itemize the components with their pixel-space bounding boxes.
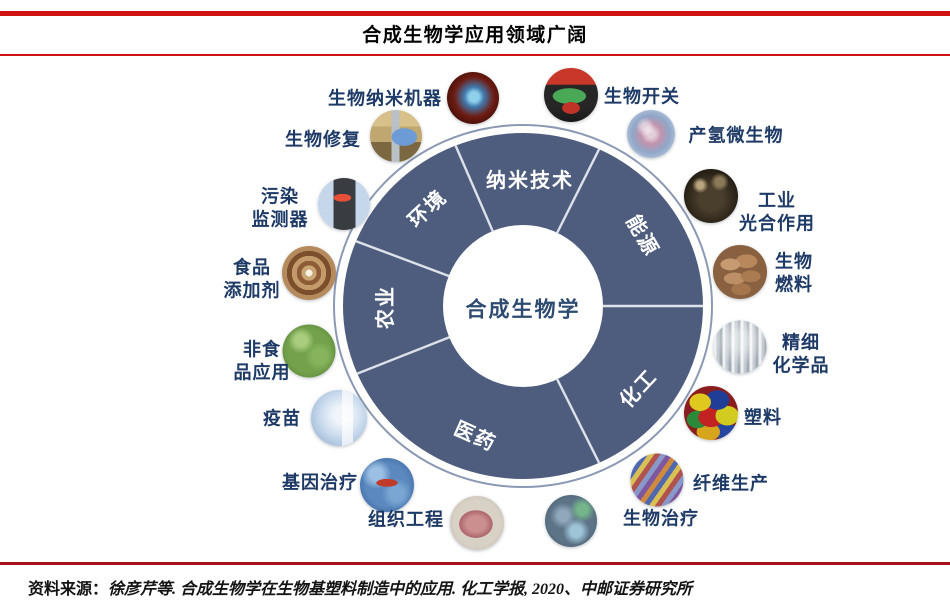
app-label-vaccine: 疫苗: [263, 408, 301, 429]
biotherapy-icon: [545, 495, 597, 547]
app-label-plastics: 塑料: [744, 407, 782, 428]
app-label-non-food-applications: 非食 品应用: [233, 339, 291, 383]
divider-med-agri: [356, 336, 450, 375]
sector-label-nanotech: 纳米技术: [486, 168, 574, 192]
sector-dividers: [355, 145, 703, 464]
app-label-tissue-engineering: 组织工程: [368, 509, 444, 530]
non-food-applications-icon: [282, 324, 336, 378]
donut-hole: [443, 225, 603, 387]
pollution-monitor-icon: [318, 178, 370, 230]
app-label-industrial-photosynthesis: 工业 光合作用: [739, 190, 815, 234]
app-label-pollution-monitor: 污染 监测器: [251, 186, 309, 230]
biofuel-icon: [713, 245, 767, 299]
source-line: 资料来源：徐彦芹等. 合成生物学在生物基塑料制造中的应用. 化工学报, 2020…: [28, 575, 692, 599]
app-label-fine-chemicals: 精细 化学品: [772, 332, 830, 376]
app-label-biofuel: 生物 燃料: [775, 251, 813, 295]
bottom-rule: [0, 562, 950, 565]
divider-chem-med: [555, 377, 601, 464]
source-citation: 徐彦芹等. 合成生物学在生物基塑料制造中的应用. 化工学报, 2020、中邮证券…: [108, 581, 693, 598]
donut-center-label: 合成生物学: [466, 298, 581, 322]
hydrogen-microbe-icon: [627, 110, 675, 158]
gene-therapy-icon: [360, 458, 414, 512]
plastics-icon: [684, 386, 738, 440]
industrial-photosynthesis-icon: [684, 169, 738, 223]
app-label-bio-nanomachine: 生物纳米机器: [328, 88, 442, 109]
vaccine-icon: [311, 390, 367, 446]
bio-nanomachine-icon: [447, 72, 499, 124]
app-label-bio-switch: 生物开关: [604, 86, 680, 107]
food-additives-icon: [282, 246, 336, 300]
divider-nano-energy: [555, 148, 601, 235]
source-prefix: 资料来源：: [28, 581, 109, 598]
bioremediation-icon: [370, 110, 422, 162]
fine-chemicals-icon: [713, 320, 767, 374]
title-underline-rule: [0, 54, 950, 56]
fiber-production-icon: [630, 453, 684, 507]
app-label-bioremediation: 生物修复: [285, 129, 361, 150]
tissue-engineering-icon: [450, 496, 504, 550]
app-label-biotherapy: 生物治疗: [623, 508, 699, 529]
outer-ring-outline: [333, 124, 713, 488]
top-rule: [0, 11, 950, 16]
figure-title: 合成生物学应用领域广阔: [362, 25, 588, 46]
app-label-food-additives: 食品 添加剂: [223, 257, 281, 301]
app-label-gene-therapy: 基因治疗: [282, 472, 358, 493]
divider-agri-env: [355, 240, 450, 278]
app-label-hydrogen-microbe: 产氢微生物: [688, 125, 784, 146]
app-label-fiber-production: 纤维生产: [693, 473, 769, 494]
sector-label-agriculture: 农业: [373, 285, 397, 330]
bio-switch-icon: [544, 68, 598, 122]
divider-env-nano: [454, 145, 495, 233]
